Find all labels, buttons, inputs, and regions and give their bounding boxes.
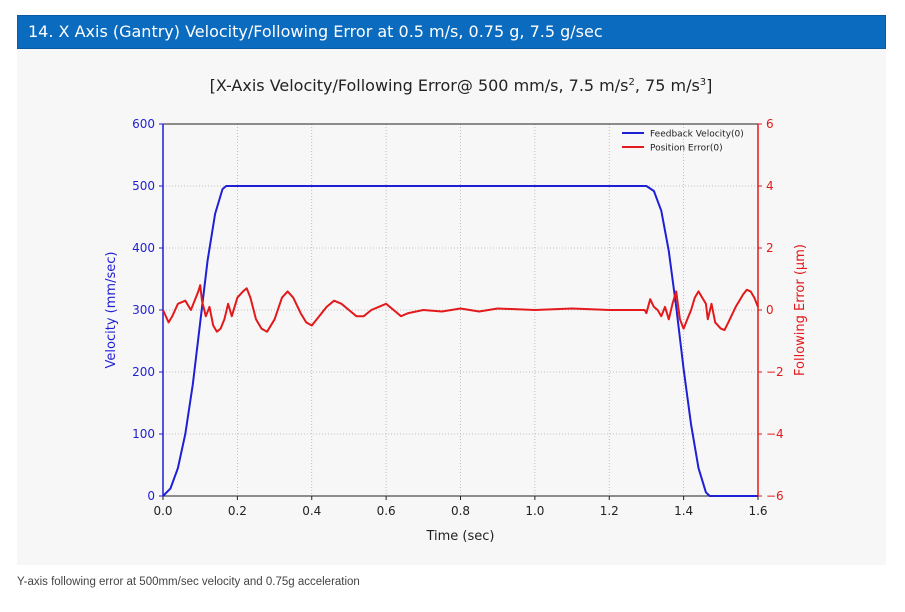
x-tick-label: 0.6 <box>377 504 396 518</box>
chart-title: [X-Axis Velocity/Following Error@ 500 mm… <box>210 76 713 95</box>
x-tick-label: 0.2 <box>228 504 247 518</box>
x-tick-label: 1.6 <box>748 504 767 518</box>
x-tick-label: 1.2 <box>600 504 619 518</box>
legend-label: Position Error(0) <box>650 144 723 154</box>
velocity-error-chart: [X-Axis Velocity/Following Error@ 500 mm… <box>104 76 808 544</box>
section-header: 14. X Axis (Gantry) Velocity/Following E… <box>17 15 886 49</box>
y-tick-label: 400 <box>132 241 155 255</box>
y2-axis-label: Following Error (µm) <box>793 244 808 376</box>
y-tick-label: 200 <box>132 365 155 379</box>
x-tick-label: 0.0 <box>153 504 172 518</box>
section-title: 14. X Axis (Gantry) Velocity/Following E… <box>28 22 603 41</box>
y2-tick-label: 4 <box>766 179 774 193</box>
x-axis-label: Time (sec) <box>425 529 494 544</box>
feedback-velocity-line <box>162 185 758 497</box>
y2-tick-label: −2 <box>766 365 784 379</box>
y2-tick-label: 6 <box>766 117 774 131</box>
y2-tick-label: 2 <box>766 241 774 255</box>
y2-tick-label: 0 <box>766 303 774 317</box>
x-tick-label: 0.8 <box>451 504 470 518</box>
x-tick-label: 1.4 <box>674 504 693 518</box>
position-error-line <box>162 284 759 333</box>
y-tick-label: 300 <box>132 303 155 317</box>
y-tick-label: 0 <box>147 489 155 503</box>
y-tick-label: 100 <box>132 427 155 441</box>
figure-caption: Y-axis following error at 500mm/sec velo… <box>17 576 360 588</box>
y-tick-label: 500 <box>132 179 155 193</box>
x-tick-label: 0.4 <box>302 504 321 518</box>
y2-tick-label: −4 <box>766 427 784 441</box>
legend-label: Feedback Velocity(0) <box>650 130 744 140</box>
y-tick-label: 600 <box>132 117 155 131</box>
chart-panel: [X-Axis Velocity/Following Error@ 500 mm… <box>17 49 886 565</box>
y-axis-label: Velocity (mm/sec) <box>104 252 119 369</box>
x-tick-label: 1.0 <box>525 504 544 518</box>
y2-tick-label: −6 <box>766 489 784 503</box>
